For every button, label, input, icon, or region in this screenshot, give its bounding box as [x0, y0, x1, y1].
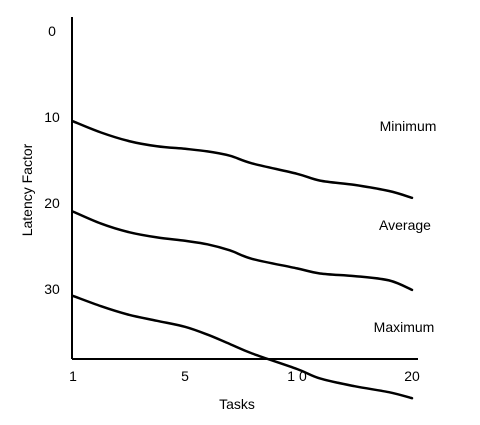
series-label-maximum: Maximum	[374, 319, 435, 335]
axes	[71, 17, 418, 360]
x-tick-label-1: 1	[69, 368, 77, 384]
x-tick-label-5: 5	[181, 368, 189, 384]
x-axis-title: Tasks	[219, 396, 255, 412]
series-group: Minimum Average Maximum	[71, 118, 437, 400]
y-axis-title: Latency Factor	[19, 143, 35, 236]
y-tick-label-10: 10	[44, 109, 60, 125]
x-tick-label-10: 1 0	[287, 368, 307, 384]
series-line-minimum	[71, 120, 414, 200]
x-tick-label-20: 20	[404, 368, 420, 384]
series-label-minimum: Minimum	[380, 118, 437, 134]
y-tick-labels: 0 10 20 30	[44, 23, 60, 297]
series-line-average	[71, 210, 414, 292]
y-tick-label-30: 30	[44, 281, 60, 297]
y-tick-label-0: 0	[48, 23, 56, 39]
x-tick-labels: 1 5 1 0 20	[69, 368, 420, 384]
series-label-average: Average	[379, 217, 431, 233]
series-line-maximum	[71, 294, 414, 400]
y-tick-label-20: 20	[44, 195, 60, 211]
